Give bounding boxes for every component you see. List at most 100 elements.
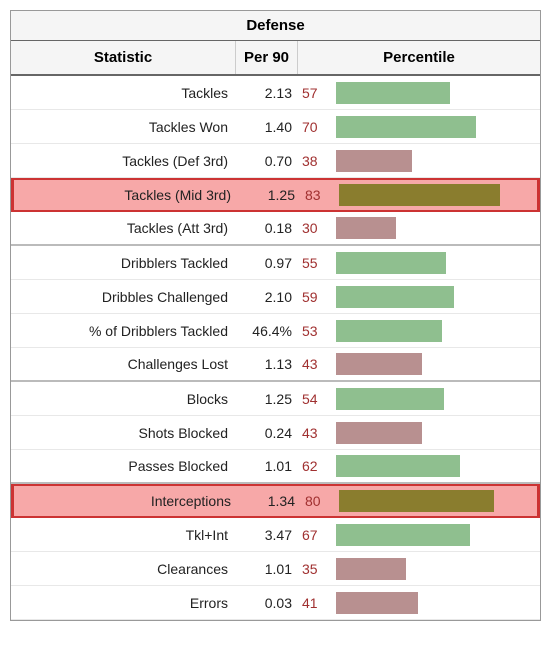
percentile-cell: 41 [298,586,540,619]
header-percentile: Percentile [298,41,540,74]
per90-value: 1.25 [239,180,301,210]
table-row: Shots Blocked0.2443 [11,416,540,450]
percentile-cell: 43 [298,416,540,449]
table-row: Tackles (Att 3rd)0.1830 [11,212,540,246]
percentile-cell: 62 [298,450,540,482]
percentile-bar-track [339,184,533,206]
percentile-bar-fill [336,524,470,546]
per90-value: 2.13 [236,76,298,109]
percentile-bar-track [336,217,536,239]
percentile-value: 43 [302,425,330,441]
table-row: Clearances1.0135 [11,552,540,586]
percentile-cell: 70 [298,110,540,143]
per90-value: 3.47 [236,518,298,551]
table-row: Tackles Won1.4070 [11,110,540,144]
stat-label: Dribbles Challenged [11,280,236,313]
table-row: Challenges Lost1.1343 [11,348,540,382]
percentile-bar-track [336,320,536,342]
percentile-value: 83 [305,187,333,203]
percentile-value: 35 [302,561,330,577]
percentile-value: 41 [302,595,330,611]
stat-label: Tackles Won [11,110,236,143]
percentile-value: 30 [302,220,330,236]
percentile-value: 43 [302,356,330,372]
table-row: Tackles (Def 3rd)0.7038 [11,144,540,178]
percentile-bar-track [336,558,536,580]
stat-label: Interceptions [14,486,239,516]
percentile-bar-fill [339,184,500,206]
per90-value: 1.34 [239,486,301,516]
percentile-cell: 67 [298,518,540,551]
table-row: Dribbles Challenged2.1059 [11,280,540,314]
percentile-bar-track [336,82,536,104]
percentile-bar-fill [336,388,444,410]
defense-table: Defense Statistic Per 90 Percentile Tack… [10,10,541,621]
percentile-cell: 59 [298,280,540,313]
stat-label: Shots Blocked [11,416,236,449]
percentile-cell: 35 [298,552,540,585]
percentile-bar-fill [336,150,412,172]
per90-value: 0.18 [236,212,298,244]
percentile-cell: 54 [298,382,540,415]
percentile-value: 62 [302,458,330,474]
percentile-bar-fill [336,455,460,477]
stat-label: Tackles (Mid 3rd) [14,180,239,210]
percentile-bar-track [336,592,536,614]
header-per90: Per 90 [236,41,298,74]
percentile-bar-fill [336,592,418,614]
per90-value: 0.70 [236,144,298,177]
per90-value: 0.03 [236,586,298,619]
percentile-cell: 38 [298,144,540,177]
table-row: Tackles2.1357 [11,76,540,110]
stat-label: Tkl+Int [11,518,236,551]
percentile-cell: 57 [298,76,540,109]
table-row: Dribblers Tackled0.9755 [11,246,540,280]
stat-label: Errors [11,586,236,619]
per90-value: 1.40 [236,110,298,143]
percentile-value: 38 [302,153,330,169]
header-statistic: Statistic [11,41,236,74]
percentile-cell: 83 [301,180,537,210]
percentile-cell: 53 [298,314,540,347]
percentile-cell: 55 [298,246,540,279]
table-row: Tackles (Mid 3rd)1.2583 [11,178,540,212]
percentile-bar-track [336,252,536,274]
percentile-bar-fill [339,490,494,512]
percentile-cell: 80 [301,486,537,516]
percentile-bar-fill [336,320,442,342]
percentile-value: 57 [302,85,330,101]
percentile-value: 80 [305,493,333,509]
stat-label: Dribblers Tackled [11,246,236,279]
percentile-bar-fill [336,286,454,308]
percentile-bar-fill [336,558,406,580]
percentile-value: 54 [302,391,330,407]
table-row: Interceptions1.3480 [11,484,540,518]
percentile-bar-fill [336,252,446,274]
per90-value: 1.13 [236,348,298,380]
percentile-value: 70 [302,119,330,135]
percentile-bar-track [336,116,536,138]
stat-label: Blocks [11,382,236,415]
table-row: Blocks1.2554 [11,382,540,416]
stat-label: Tackles (Att 3rd) [11,212,236,244]
table-header: Statistic Per 90 Percentile [11,41,540,76]
table-row: Tkl+Int3.4767 [11,518,540,552]
table-row: Passes Blocked1.0162 [11,450,540,484]
per90-value: 0.24 [236,416,298,449]
percentile-bar-fill [336,116,476,138]
table-row: Errors0.0341 [11,586,540,620]
percentile-bar-track [336,422,536,444]
percentile-value: 53 [302,323,330,339]
percentile-value: 59 [302,289,330,305]
percentile-cell: 30 [298,212,540,244]
percentile-cell: 43 [298,348,540,380]
percentile-bar-fill [336,422,422,444]
percentile-bar-fill [336,217,396,239]
table-body: Tackles2.1357Tackles Won1.4070Tackles (D… [11,76,540,620]
percentile-bar-track [336,353,536,375]
percentile-bar-track [339,490,533,512]
percentile-bar-fill [336,82,450,104]
table-row: % of Dribblers Tackled46.4%53 [11,314,540,348]
percentile-value: 67 [302,527,330,543]
stat-label: Tackles [11,76,236,109]
